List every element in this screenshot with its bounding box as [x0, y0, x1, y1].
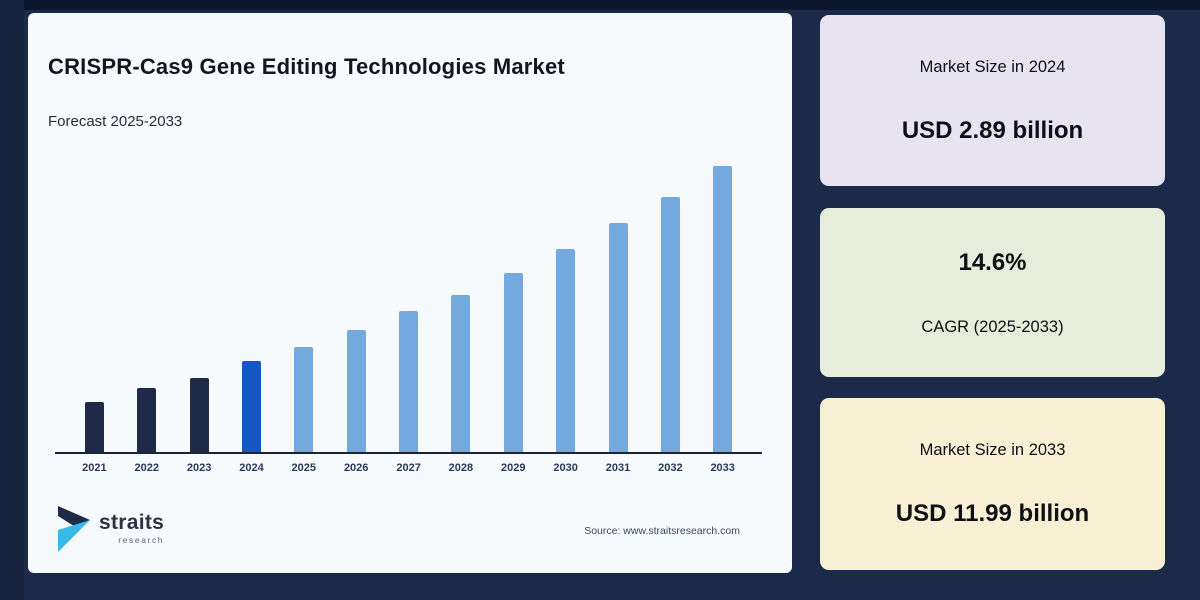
bar-2030	[556, 249, 576, 452]
straits-research-logo: straits research	[56, 502, 164, 554]
x-axis-label-2027: 2027	[396, 462, 421, 474]
card-cagr: 14.6% CAGR (2025-2033)	[820, 208, 1165, 377]
straits-research-logo-icon	[58, 506, 90, 552]
bar-2022	[137, 388, 157, 452]
x-axis-label-2031: 2031	[605, 462, 631, 474]
card-cagr-label: CAGR (2025-2033)	[921, 317, 1064, 336]
chart-panel: CRISPR-Cas9 Gene Editing Technologies Ma…	[28, 13, 792, 573]
x-axis-label-2033: 2033	[710, 462, 735, 474]
x-axis-label-2022: 2022	[134, 462, 160, 474]
logo-tagline: research	[118, 534, 165, 545]
left-border-strip	[0, 0, 24, 600]
source-text: Source: www.straitsresearch.com	[584, 525, 740, 537]
x-axis-label-2025: 2025	[291, 462, 317, 474]
x-axis-label-2030: 2030	[553, 462, 578, 474]
bar-2028	[451, 295, 471, 452]
card-market-size-2024-label: Market Size in 2024	[919, 57, 1066, 76]
bar-2024	[242, 361, 261, 452]
bar-2025	[294, 347, 314, 452]
chart-title: CRISPR-Cas9 Gene Editing Technologies Ma…	[48, 53, 565, 79]
bar-2031	[608, 223, 628, 452]
logo-dark-arrow-shape	[58, 506, 90, 526]
card-market-size-2033-label: Market Size in 2033	[919, 441, 1066, 459]
bar-2023	[189, 378, 209, 452]
x-axis-label-2029: 2029	[501, 462, 526, 474]
card-market-size-2033-value: USD 11.99 billion	[895, 500, 1090, 527]
bar-2033	[713, 166, 733, 452]
stat-cards-column: Market Size in 2024 USD 2.89 billion 14.…	[820, 0, 1165, 600]
chart-subtitle: Forecast 2025-2033	[48, 113, 183, 130]
bar-2026	[346, 330, 366, 452]
card-market-size-2033: Market Size in 2033 USD 11.99 billion	[820, 398, 1165, 570]
card-market-size-2024-value: USD 2.89 billion	[901, 116, 1084, 144]
bar-2021	[84, 402, 104, 452]
x-axis-label-2023: 2023	[186, 462, 212, 474]
bar-2027	[399, 311, 419, 452]
logo-text: straits research	[99, 512, 164, 545]
x-axis-label-2032: 2032	[658, 462, 683, 474]
card-market-size-2024: Market Size in 2024 USD 2.89 billion	[820, 15, 1165, 186]
x-axis-label-2026: 2026	[343, 462, 369, 474]
x-axis-label-2024: 2024	[239, 462, 264, 474]
logo-cyan-arrow-shape	[58, 520, 90, 552]
top-border-strip	[0, 0, 1200, 10]
logo-name: straits	[99, 510, 165, 534]
x-axis-label-2021: 2021	[82, 462, 107, 474]
x-axis-label-2028: 2028	[448, 462, 474, 474]
card-cagr-value: 14.6%	[958, 248, 1027, 276]
x-axis-line	[55, 452, 762, 454]
bar-plot: 2021 2022 2023 2024 2025 2026 2027 2028 2029 2030…	[28, 142, 792, 474]
bar-2032	[660, 197, 680, 452]
bar-2029	[503, 273, 523, 452]
